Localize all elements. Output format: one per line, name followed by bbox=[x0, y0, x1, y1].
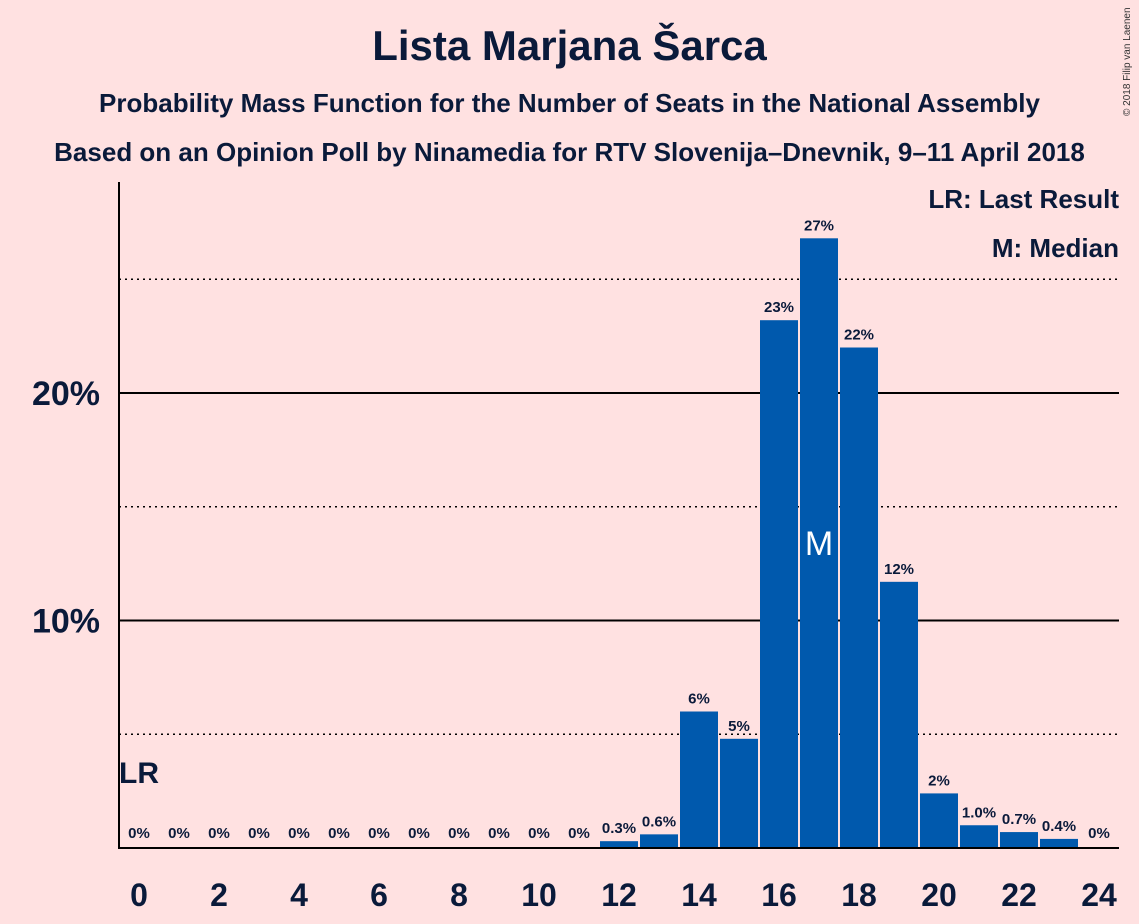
data-label: 0.7% bbox=[1002, 811, 1036, 828]
y-tick-label: 20% bbox=[32, 375, 100, 413]
data-label: 0% bbox=[128, 825, 150, 842]
bar bbox=[960, 825, 998, 848]
bar bbox=[680, 711, 718, 848]
x-tick-label: 22 bbox=[1001, 877, 1037, 913]
bar bbox=[600, 841, 638, 848]
bar bbox=[1040, 838, 1078, 848]
data-label: 0% bbox=[328, 825, 350, 842]
chart-title: Lista Marjana Šarca bbox=[372, 22, 767, 69]
data-label: 5% bbox=[728, 718, 750, 735]
x-tick-label: 0 bbox=[130, 877, 148, 913]
y-tick-label: 10% bbox=[32, 603, 100, 641]
data-label: 23% bbox=[764, 299, 794, 316]
data-label: 0.6% bbox=[642, 813, 676, 830]
last-result-marker: LR bbox=[119, 757, 159, 790]
data-label: 0% bbox=[1088, 825, 1110, 842]
x-tick-label: 24 bbox=[1081, 877, 1117, 913]
x-tick-label: 18 bbox=[841, 877, 877, 913]
bar bbox=[880, 581, 918, 848]
data-label: 0% bbox=[208, 825, 230, 842]
data-label: 0% bbox=[568, 825, 590, 842]
x-tick-label: 8 bbox=[450, 877, 468, 913]
x-tick-label: 2 bbox=[210, 877, 228, 913]
data-label: 0% bbox=[168, 825, 190, 842]
bar bbox=[760, 320, 798, 848]
data-label: 6% bbox=[688, 691, 710, 708]
data-label: 0.4% bbox=[1042, 818, 1076, 835]
x-tick-label: 4 bbox=[290, 877, 308, 913]
legend-median: M: Median bbox=[991, 233, 1119, 263]
bar bbox=[800, 238, 838, 849]
data-label: 0.3% bbox=[602, 820, 636, 837]
chart-subtitle: Probability Mass Function for the Number… bbox=[99, 88, 1040, 118]
data-label: 2% bbox=[928, 772, 950, 789]
data-label: 0% bbox=[248, 825, 270, 842]
x-tick-label: 10 bbox=[521, 877, 557, 913]
data-label: 0% bbox=[288, 825, 310, 842]
data-label: 12% bbox=[884, 561, 914, 578]
chart-subtitle-source: Based on an Opinion Poll by Ninamedia fo… bbox=[54, 137, 1085, 167]
x-tick-label: 6 bbox=[370, 877, 388, 913]
data-label: 0% bbox=[528, 825, 550, 842]
x-tick-label: 12 bbox=[601, 877, 637, 913]
data-label: 22% bbox=[844, 327, 874, 344]
data-label: 0% bbox=[408, 825, 430, 842]
x-tick-label: 16 bbox=[761, 877, 797, 913]
median-marker: M bbox=[805, 525, 833, 563]
data-label: 0% bbox=[368, 825, 390, 842]
bar bbox=[720, 738, 758, 848]
data-label: 0% bbox=[448, 825, 470, 842]
data-label: 1.0% bbox=[962, 804, 996, 821]
legend-last-result: LR: Last Result bbox=[928, 184, 1119, 214]
bar bbox=[840, 347, 878, 848]
x-tick-label: 14 bbox=[681, 877, 717, 913]
bar bbox=[920, 793, 958, 848]
bar bbox=[1000, 832, 1038, 848]
data-label: 27% bbox=[804, 217, 834, 234]
data-label: 0% bbox=[488, 825, 510, 842]
bar bbox=[640, 834, 678, 848]
x-tick-label: 20 bbox=[921, 877, 957, 913]
